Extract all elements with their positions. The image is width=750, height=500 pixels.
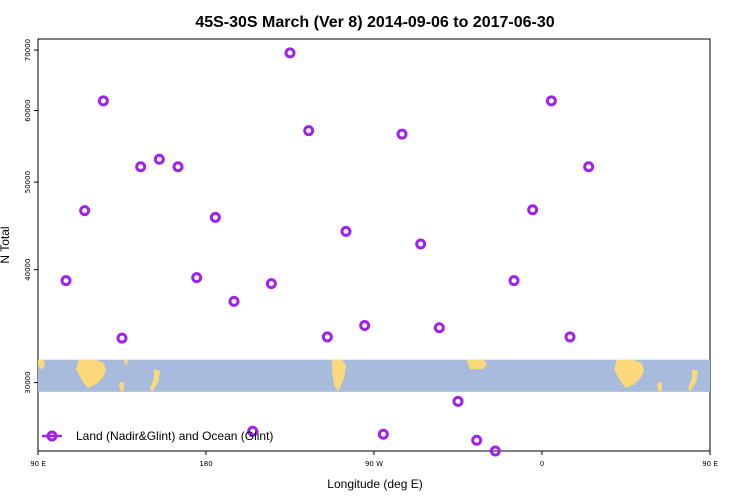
data-point <box>209 211 221 223</box>
land-mass <box>466 359 487 370</box>
x-axis: 90 E 180 90 W 0 90 E <box>30 451 718 468</box>
y-tick-label: 30000 <box>24 371 32 393</box>
data-point <box>340 225 352 237</box>
land-mass <box>657 382 662 392</box>
data-point <box>135 161 147 173</box>
land-mass <box>688 369 698 392</box>
legend-label: Land (Nadir&Glint) and Ocean (Glint) <box>76 429 273 443</box>
data-point <box>359 319 371 331</box>
ocean-band <box>38 359 710 392</box>
data-points <box>60 47 595 457</box>
data-point <box>97 95 109 107</box>
data-point <box>471 434 483 446</box>
data-point <box>396 128 408 140</box>
y-tick-label: 70000 <box>24 39 32 61</box>
data-point <box>583 161 595 173</box>
data-point <box>452 395 464 407</box>
land-mass <box>124 359 128 366</box>
data-point <box>153 153 165 165</box>
x-tick-label: 90 E <box>702 460 718 468</box>
data-point <box>79 205 91 217</box>
data-point <box>116 332 128 344</box>
x-tick-label: 90 E <box>30 460 46 468</box>
data-point <box>489 445 501 457</box>
y-axis-label: N Total <box>0 226 12 263</box>
data-point <box>303 125 315 137</box>
data-point <box>527 204 539 216</box>
data-point <box>321 331 333 343</box>
y-tick-label: 60000 <box>24 99 32 121</box>
data-point <box>191 272 203 284</box>
land-mass <box>150 369 160 392</box>
y-axis: 30000 40000 50000 60000 70000 <box>24 39 38 394</box>
land-mass <box>38 359 45 370</box>
data-point <box>247 425 259 437</box>
legend-marker <box>46 430 58 442</box>
legend: Land (Nadir&Glint) and Ocean (Glint) <box>42 429 273 443</box>
data-point <box>172 161 184 173</box>
data-point <box>265 278 277 290</box>
chart-title: 45S-30S March (Ver 8) 2014-09-06 to 2017… <box>195 14 554 31</box>
data-point <box>564 331 576 343</box>
x-axis-label: Longitude (deg E) <box>327 477 422 491</box>
data-point <box>228 295 240 307</box>
data-point <box>508 275 520 287</box>
x-tick-label: 180 <box>199 460 212 468</box>
data-point <box>433 322 445 334</box>
data-point <box>60 275 72 287</box>
y-tick-label: 50000 <box>24 171 32 193</box>
data-point <box>545 95 557 107</box>
land-mass <box>119 382 124 392</box>
data-point <box>377 428 389 440</box>
y-tick-label: 40000 <box>24 259 32 281</box>
x-tick-label: 0 <box>540 460 544 468</box>
land-mass <box>76 359 106 389</box>
world-map-strip <box>38 359 710 392</box>
x-tick-label: 90 W <box>365 460 383 468</box>
land-mass <box>332 359 346 392</box>
data-point <box>284 47 296 59</box>
land-mass <box>614 359 644 389</box>
data-point <box>415 238 427 250</box>
